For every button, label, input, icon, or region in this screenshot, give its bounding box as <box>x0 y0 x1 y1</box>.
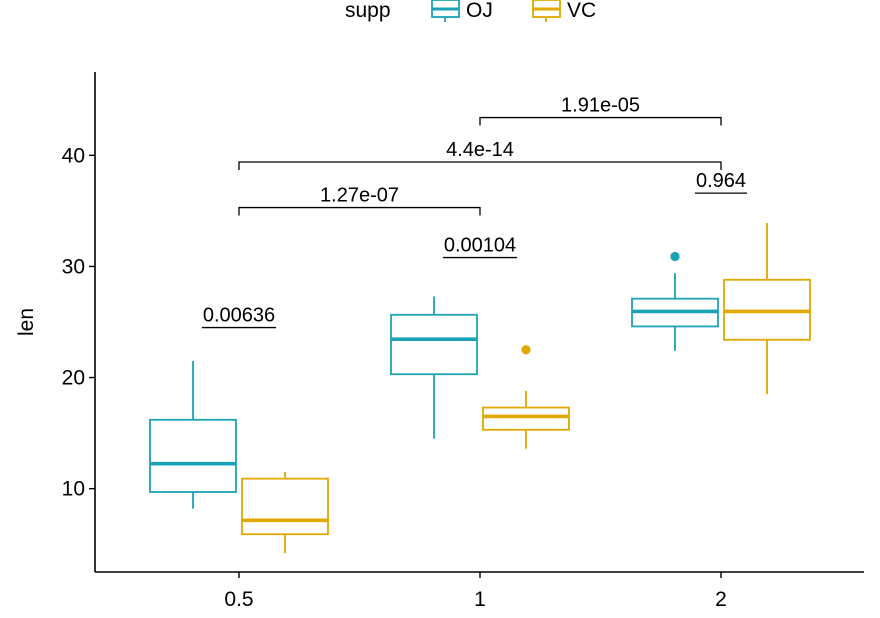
y-tick-label: 10 <box>62 478 85 501</box>
y-tick-label: 30 <box>62 255 85 278</box>
box-oj-2 <box>631 251 719 351</box>
x-tick-label: 0.5 <box>224 588 253 611</box>
bracket-line <box>238 206 481 216</box>
annotation-1.27e-07: 1.27e-07 <box>238 185 481 216</box>
box-vc-1 <box>482 345 570 449</box>
significance-annotations: 0.00636 0.00104 0.964 1.27e-07 4.4e-14 1.91e-… <box>201 95 748 329</box>
bracket-line <box>238 161 722 170</box>
x-tick-label: 1 <box>474 588 486 611</box>
legend-key-vc <box>532 0 561 22</box>
legend-key-oj <box>431 0 460 22</box>
bracket-label: 4.4e-14 <box>446 139 514 161</box>
bracket-label: 1.27e-07 <box>320 185 399 207</box>
annotation-0.00636: 0.00636 <box>201 305 277 329</box>
plot-area <box>149 223 811 554</box>
box-oj-1 <box>390 296 478 439</box>
annotation-0.00104: 0.00104 <box>442 235 518 259</box>
legend: supp OJ VC <box>345 0 596 22</box>
box-vc-2 <box>723 223 811 395</box>
y-tick-label: 40 <box>62 144 85 167</box>
legend-label-vc: VC <box>567 0 596 22</box>
box-iqr <box>241 477 329 536</box>
legend-title: supp <box>345 0 391 22</box>
box-iqr <box>482 406 570 431</box>
annotation-0.964: 0.964 <box>694 170 748 194</box>
box-iqr <box>390 313 478 376</box>
annotation-1.91e-05: 1.91e-05 <box>479 95 722 126</box>
outlier-point <box>521 345 531 355</box>
pvalue-label: 0.964 <box>696 170 746 192</box>
bracket-label: 1.91e-05 <box>561 95 640 117</box>
bracket-line <box>479 116 722 126</box>
pvalue-label: 0.00104 <box>444 235 516 257</box>
box-iqr <box>149 418 237 493</box>
pvalue-label: 0.00636 <box>203 305 275 327</box>
y-tick-label: 20 <box>62 367 85 390</box>
annotation-4.4e-14: 4.4e-14 <box>238 139 722 170</box>
axis-ticks: 10 20 30 40 0.5 1 2 <box>62 144 727 611</box>
outlier-point <box>670 251 680 262</box>
box-oj-0.5 <box>149 360 237 509</box>
box-vc-0.5 <box>241 472 329 554</box>
x-tick-label: 2 <box>715 588 727 611</box>
y-axis-title: len <box>15 308 38 336</box>
legend-label-oj: OJ <box>466 0 493 22</box>
